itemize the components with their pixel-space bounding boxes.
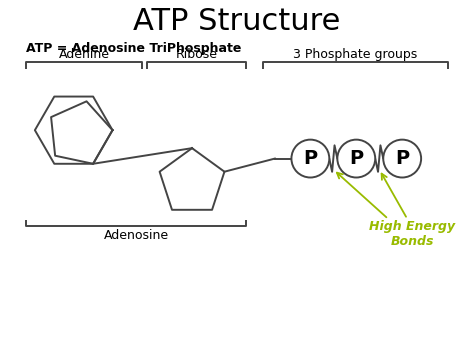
Text: High Energy
Bonds: High Energy Bonds <box>369 220 455 248</box>
Text: P: P <box>303 149 318 168</box>
Text: P: P <box>349 149 364 168</box>
Circle shape <box>337 140 375 178</box>
Circle shape <box>383 140 421 178</box>
Text: ATP Structure: ATP Structure <box>133 7 341 36</box>
Text: P: P <box>395 149 409 168</box>
Text: Adenosine: Adenosine <box>104 229 169 242</box>
Text: 3 Phosphate groups: 3 Phosphate groups <box>293 48 418 61</box>
Text: Ribose: Ribose <box>176 48 218 61</box>
Circle shape <box>292 140 329 178</box>
Text: Adenine: Adenine <box>59 48 110 61</box>
Text: ATP = Adenosine TriPhosphate: ATP = Adenosine TriPhosphate <box>27 42 242 55</box>
